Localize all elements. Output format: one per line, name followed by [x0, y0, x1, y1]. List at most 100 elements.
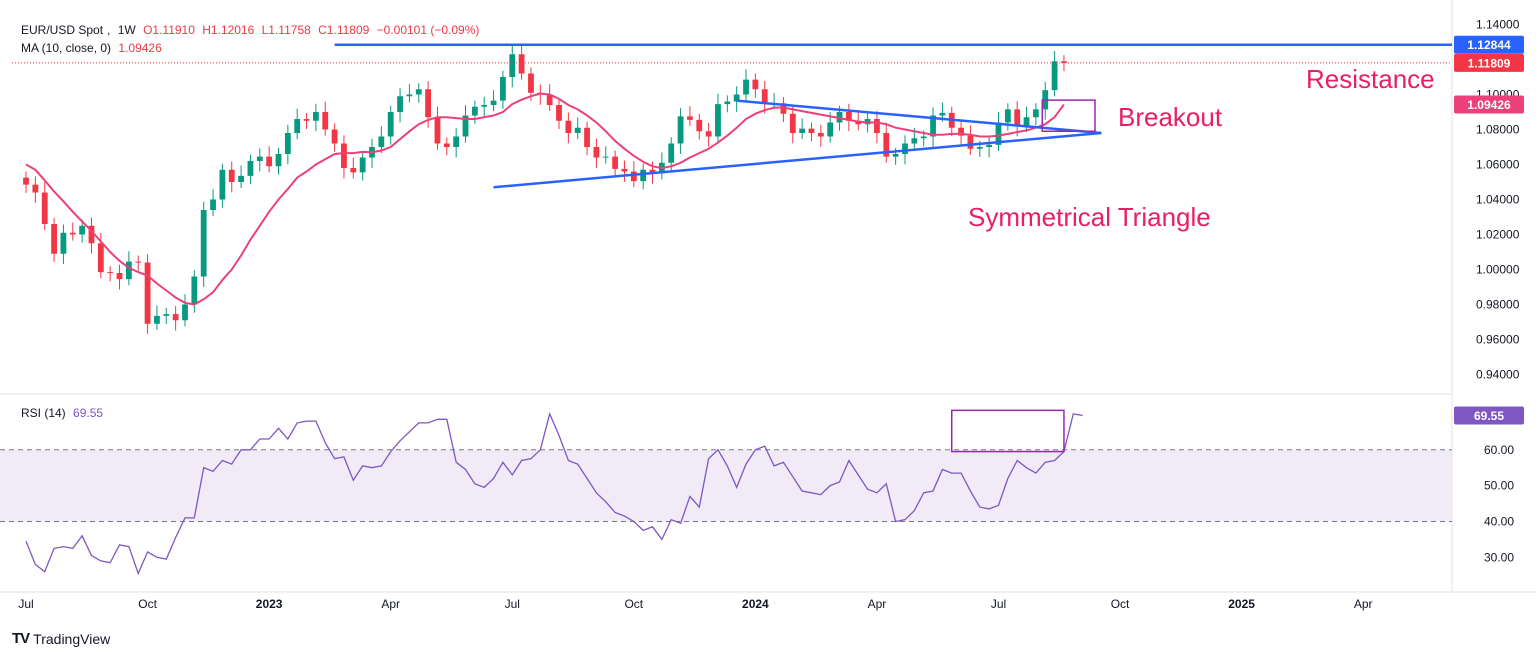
rsi-highlight-box [950, 409, 1065, 453]
candle-body [23, 177, 29, 185]
candle-body [958, 127, 964, 136]
candle-body [200, 210, 207, 277]
interval[interactable]: 1W [117, 23, 136, 37]
time-tick-label: Jul [18, 597, 33, 611]
candle-body [1023, 117, 1030, 126]
candle-body [593, 147, 600, 158]
candle-body [546, 94, 553, 105]
candle-body [528, 73, 534, 93]
candle-body [97, 243, 104, 273]
candle-body [939, 112, 946, 116]
price-tick-label: 0.96000 [1476, 333, 1520, 347]
candle-body [715, 104, 721, 137]
candle-body [967, 135, 974, 149]
rsi-legend-label: RSI (14) [21, 406, 66, 420]
candle-body [238, 175, 244, 182]
candle-body [668, 143, 675, 163]
candle-body [79, 225, 86, 235]
candle-body [584, 127, 590, 147]
candle-body [210, 199, 216, 210]
triangle-upper-line [736, 99, 1102, 135]
candle-body [640, 169, 647, 182]
tradingview-name: TradingView [33, 630, 111, 647]
candle-body [443, 143, 450, 147]
price-tick-label: 0.98000 [1476, 298, 1520, 312]
candle-body [827, 122, 834, 137]
candle-body [387, 112, 394, 137]
candle-body [275, 154, 282, 167]
candle-body [331, 129, 338, 144]
last-price-label-bg [1454, 53, 1524, 72]
candle-body [228, 169, 235, 182]
candle-body [995, 122, 1002, 145]
candle-body [378, 136, 385, 147]
candle-body [733, 94, 740, 102]
candle-body [107, 272, 114, 274]
candle-body [266, 156, 273, 167]
rsi-legend[interactable]: RSI (14) 69.55 [21, 406, 107, 420]
candle-body [312, 112, 319, 121]
rsi-tick-label: 50.00 [1484, 479, 1514, 493]
candle-body [509, 54, 516, 77]
candle-body [41, 192, 48, 224]
candle-body [574, 127, 581, 133]
price-legend: EUR/USD Spot, 1W O1.11910 H1.12016 L1.11… [21, 23, 480, 37]
candle-body [481, 105, 488, 107]
candle-body [724, 101, 731, 105]
rsi-band [0, 449, 1452, 522]
candle-body [687, 116, 693, 120]
candle-body [500, 77, 506, 101]
rsi-tick-label: 40.00 [1484, 514, 1514, 528]
tradingview-mark-icon: TV [12, 630, 30, 647]
candle-body [621, 168, 628, 172]
rsi-line [25, 411, 1083, 576]
candle-body [471, 106, 478, 116]
candle-body [696, 119, 703, 132]
ma-label-bg [1454, 95, 1524, 114]
candle-body [322, 112, 329, 130]
time-tick-label: 2024 [742, 597, 769, 611]
time-tick-label: Oct [138, 597, 157, 611]
candle-body [350, 168, 357, 173]
candle-body [845, 112, 852, 121]
time-tick-label: Apr [1354, 597, 1373, 611]
candle-body [930, 115, 936, 137]
price-tick-label: 1.02000 [1476, 228, 1520, 242]
triangle-lower-line [493, 131, 1102, 189]
triangle-annotation: Symmetrical Triangle [968, 202, 1211, 232]
candle-body [883, 133, 890, 157]
candle-body [1014, 109, 1021, 126]
candle-body [88, 225, 95, 244]
candle-body [154, 315, 160, 324]
candle-body [172, 314, 179, 321]
candle-body [294, 119, 301, 133]
symbol-name[interactable]: EUR/USD Spot [21, 23, 104, 37]
ma-legend[interactable]: MA (10, close, 0) 1.09426 [21, 41, 166, 55]
candle-body [789, 113, 796, 133]
candle-body [32, 184, 39, 193]
time-tick-label: Apr [381, 597, 400, 611]
candle-body [1061, 61, 1067, 63]
candle-body [976, 147, 983, 149]
ma-legend-label: MA (10, close, 0) [21, 41, 112, 55]
candle-body [1032, 109, 1039, 118]
candle-body [911, 138, 918, 144]
candle-body [182, 304, 188, 321]
tradingview-logo[interactable]: TV TradingView [12, 630, 110, 647]
candle-body [341, 143, 347, 168]
candle-body [817, 133, 824, 137]
ma-line [25, 92, 1065, 306]
ma-legend-value: 1.09426 [118, 41, 162, 55]
candle-body [920, 136, 927, 139]
breakout-annotation: Breakout [1118, 102, 1223, 132]
candle-body [453, 136, 460, 147]
candle-body [284, 133, 291, 154]
rsi-value-label: 69.55 [1474, 409, 1504, 423]
last-price-label: 1.11809 [1468, 56, 1511, 70]
candle-body [425, 89, 432, 118]
price-tick-label: 1.04000 [1476, 193, 1520, 207]
candle-body [69, 232, 76, 235]
breakout-box [1041, 99, 1096, 132]
candle-body [892, 154, 899, 157]
